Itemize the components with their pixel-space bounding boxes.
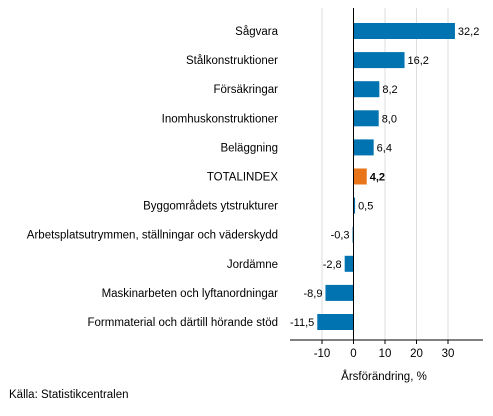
value-label: 0,5 <box>358 201 373 213</box>
category-label: Jordämne <box>227 259 278 271</box>
value-label: -8,9 <box>303 288 322 300</box>
category-label: TOTALINDEX <box>207 172 278 184</box>
bar <box>353 23 455 39</box>
bar <box>353 110 379 127</box>
x-axis-title: Årsförändring, % <box>341 370 427 383</box>
value-label: 8,0 <box>382 113 397 125</box>
category-labels: Sågvara Stålkonstruktioner Försäkringar Ino… <box>27 26 279 329</box>
category-label: Stålkonstruktioner <box>186 55 278 67</box>
category-label: Arbetsplatsutrymmen, ställningar och väd… <box>27 230 278 242</box>
bar <box>317 314 354 330</box>
source-note: Källa: Statistikcentralen <box>9 389 129 401</box>
value-label: 8,2 <box>382 84 397 96</box>
value-label: 6,4 <box>377 142 392 154</box>
bar <box>325 284 354 301</box>
category-label: Maskinarbeten och lyftanordningar <box>102 288 279 300</box>
value-label: -11,5 <box>290 317 314 329</box>
category-label: Beläggning <box>220 142 278 154</box>
category-label: Byggområdets ytstrukturer <box>143 201 278 213</box>
bar <box>353 168 367 185</box>
bar <box>353 52 405 69</box>
value-labels: 32,2 16,2 8,2 8,0 6,4 4,2 0,5 -0,3 -2,8 -8,9 -11,5 <box>290 26 479 329</box>
value-label: 16,2 <box>408 55 429 67</box>
x-axis-ticks: -10 0 10 20 30 <box>314 340 455 360</box>
value-label: -0,3 <box>331 230 350 242</box>
bars <box>317 23 455 330</box>
value-label: 4,2 <box>370 172 385 184</box>
bar <box>344 255 354 272</box>
value-label: -2,8 <box>323 259 342 271</box>
category-label: Sågvara <box>235 26 278 38</box>
value-label: 32,2 <box>458 26 479 38</box>
x-tick-label: 30 <box>442 348 455 360</box>
x-tick-label: -10 <box>314 348 331 360</box>
category-label: Formmaterial och därtill hörande stöd <box>88 317 278 329</box>
x-tick-label: 0 <box>350 348 356 360</box>
category-label: Försäkringar <box>213 84 278 96</box>
bar <box>353 81 380 98</box>
category-label: Inomhuskonstruktioner <box>162 113 279 125</box>
bar <box>353 139 374 156</box>
bar <box>353 197 356 214</box>
x-tick-label: 20 <box>410 348 423 360</box>
x-tick-label: 10 <box>379 348 392 360</box>
